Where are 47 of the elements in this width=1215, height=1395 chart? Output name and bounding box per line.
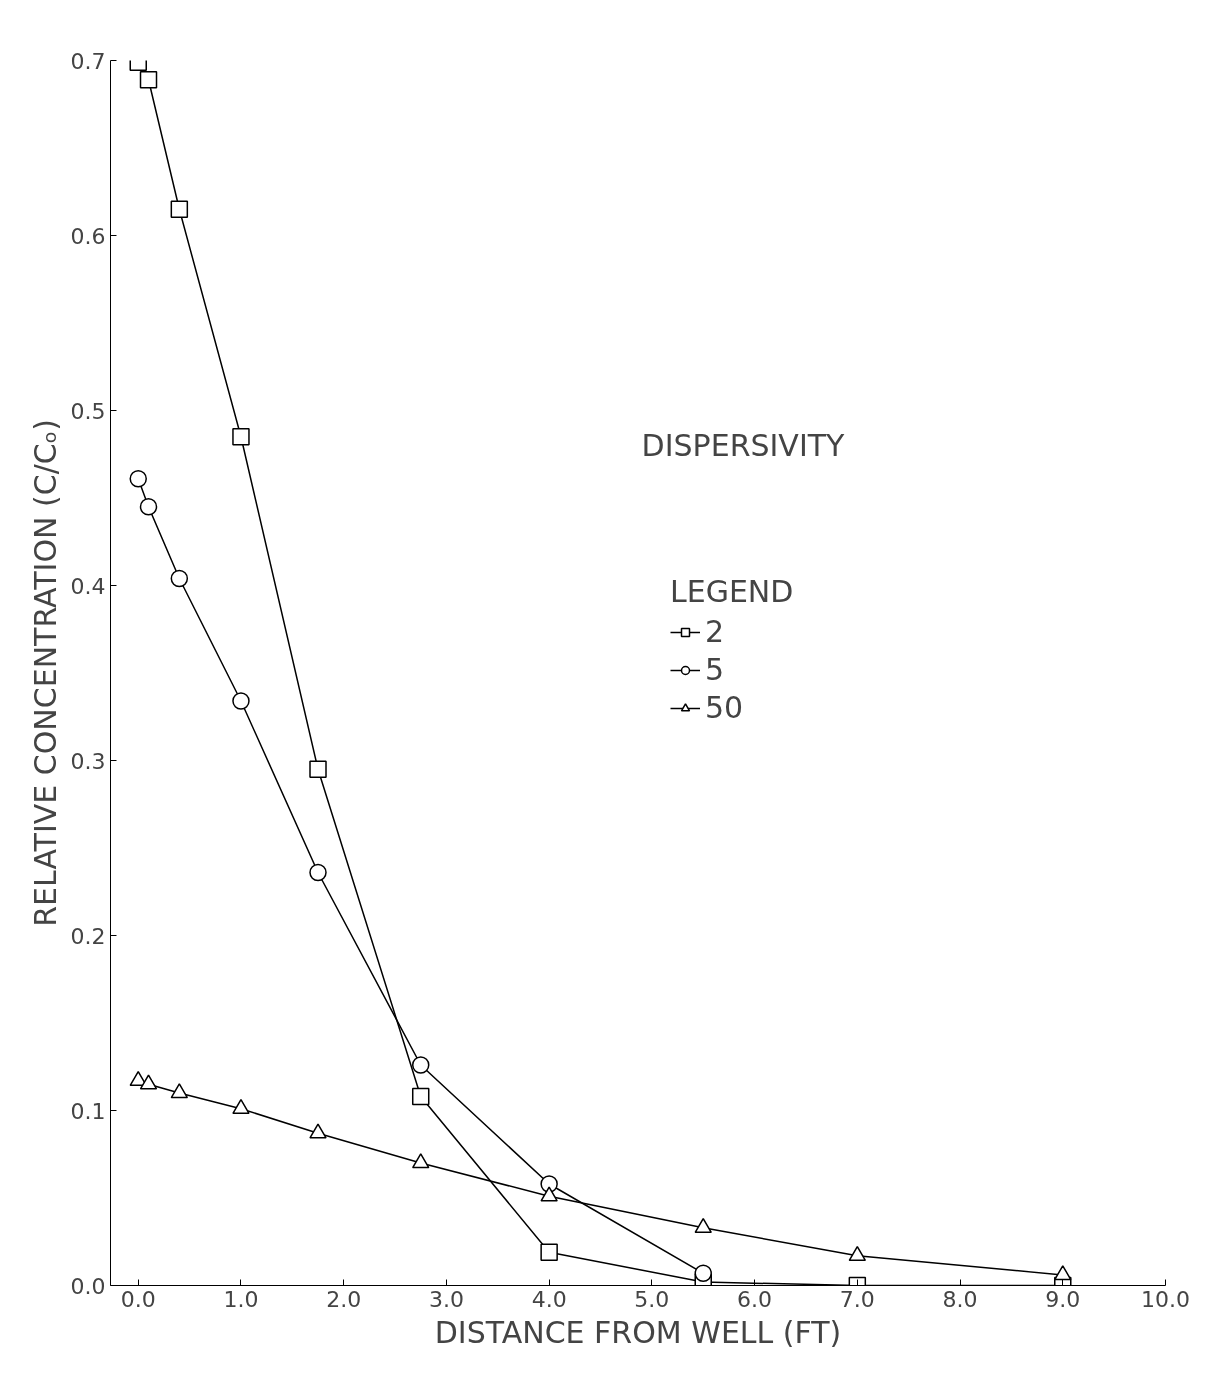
x-tick-label: 5.0 — [634, 1286, 670, 1312]
legend-label: 5 — [705, 652, 725, 687]
point — [540, 1186, 558, 1202]
point — [139, 71, 158, 89]
x-tick-label: 3.0 — [428, 1286, 464, 1312]
x-tick-label: 4.0 — [531, 1286, 567, 1312]
point — [139, 1074, 158, 1090]
point — [411, 1087, 430, 1106]
point — [129, 470, 147, 488]
point — [848, 1245, 867, 1262]
y-tick-label: 0.1 — [70, 1098, 106, 1124]
point — [232, 428, 250, 446]
point — [694, 1217, 712, 1234]
point — [411, 1056, 430, 1074]
point — [170, 200, 189, 218]
legend-label: 50 — [705, 690, 744, 725]
point — [1054, 1265, 1072, 1281]
point — [694, 1264, 712, 1282]
y-tick-label: 0.4 — [70, 573, 106, 599]
legend-title: LEGEND — [670, 574, 794, 609]
point — [309, 760, 327, 778]
x-tick-label: 8.0 — [942, 1286, 978, 1312]
x-tick-label: 2.0 — [326, 1286, 362, 1312]
x-tick-label: 9.0 — [1045, 1286, 1081, 1312]
y-tick-label: 0.3 — [70, 748, 106, 774]
point — [139, 498, 158, 516]
point — [170, 1083, 189, 1099]
point — [411, 1153, 430, 1169]
point — [309, 1123, 327, 1139]
x-axis-title: DISTANCE FROM WELL (FT) — [434, 1314, 842, 1350]
point — [540, 1243, 558, 1261]
y-axis-title: RELATIVE CONCENTRATION (C/Cₒ) — [27, 419, 63, 927]
point — [309, 863, 327, 882]
point — [232, 1098, 250, 1115]
point — [232, 692, 250, 710]
x-tick-label: 10.0 — [1141, 1286, 1190, 1312]
x-tick-label: 7.0 — [839, 1286, 875, 1312]
point — [170, 569, 189, 588]
legend-label: 2 — [705, 614, 725, 649]
x-tick-label: 1.0 — [223, 1286, 259, 1312]
y-tick-label: 0.5 — [70, 398, 106, 424]
y-tick-label: 0.6 — [70, 223, 106, 249]
x-tick-label: 0.0 — [120, 1286, 156, 1312]
x-tick-label: 6.0 — [737, 1286, 773, 1312]
y-tick-label: 0.7 — [70, 48, 106, 74]
y-tick-label: 0.2 — [70, 923, 106, 949]
annotation: DISPERSIVITY — [641, 428, 846, 463]
